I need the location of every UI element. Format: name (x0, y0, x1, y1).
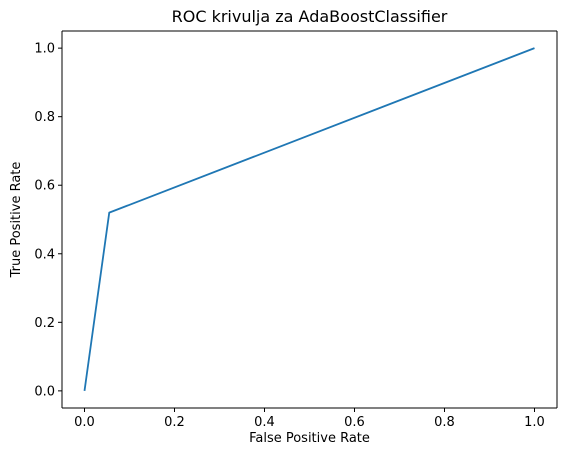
x-tick-label: 0.6 (344, 415, 365, 430)
y-tick-label: 0.6 (34, 179, 55, 194)
x-tick-label: 0.4 (254, 415, 275, 430)
y-tick-label: 0.0 (34, 384, 55, 399)
y-axis-label: True Positive Rate (9, 162, 24, 279)
x-axis-ticks: 0.0 0.2 0.4 0.6 0.8 1.0 (74, 408, 545, 430)
y-tick-label: 0.2 (34, 316, 55, 331)
y-tick-label: 0.8 (34, 110, 55, 125)
y-tick-label: 1.0 (34, 42, 55, 57)
y-axis-ticks: 0.0 0.2 0.4 0.6 0.8 1.0 (34, 42, 62, 399)
x-tick-label: 1.0 (524, 415, 545, 430)
axes-frame (61, 30, 558, 409)
plot-series (83, 47, 535, 391)
y-tick-label: 0.4 (34, 247, 55, 262)
plot-area (62, 31, 557, 408)
chart-title: ROC krivulja za AdaBoostClassifier (172, 7, 448, 26)
x-axis-label: False Positive Rate (249, 431, 370, 446)
x-tick-label: 0.0 (74, 415, 95, 430)
roc-curve-line-0 (83, 47, 535, 391)
x-tick-label: 0.8 (434, 415, 455, 430)
x-tick-label: 0.2 (164, 415, 185, 430)
